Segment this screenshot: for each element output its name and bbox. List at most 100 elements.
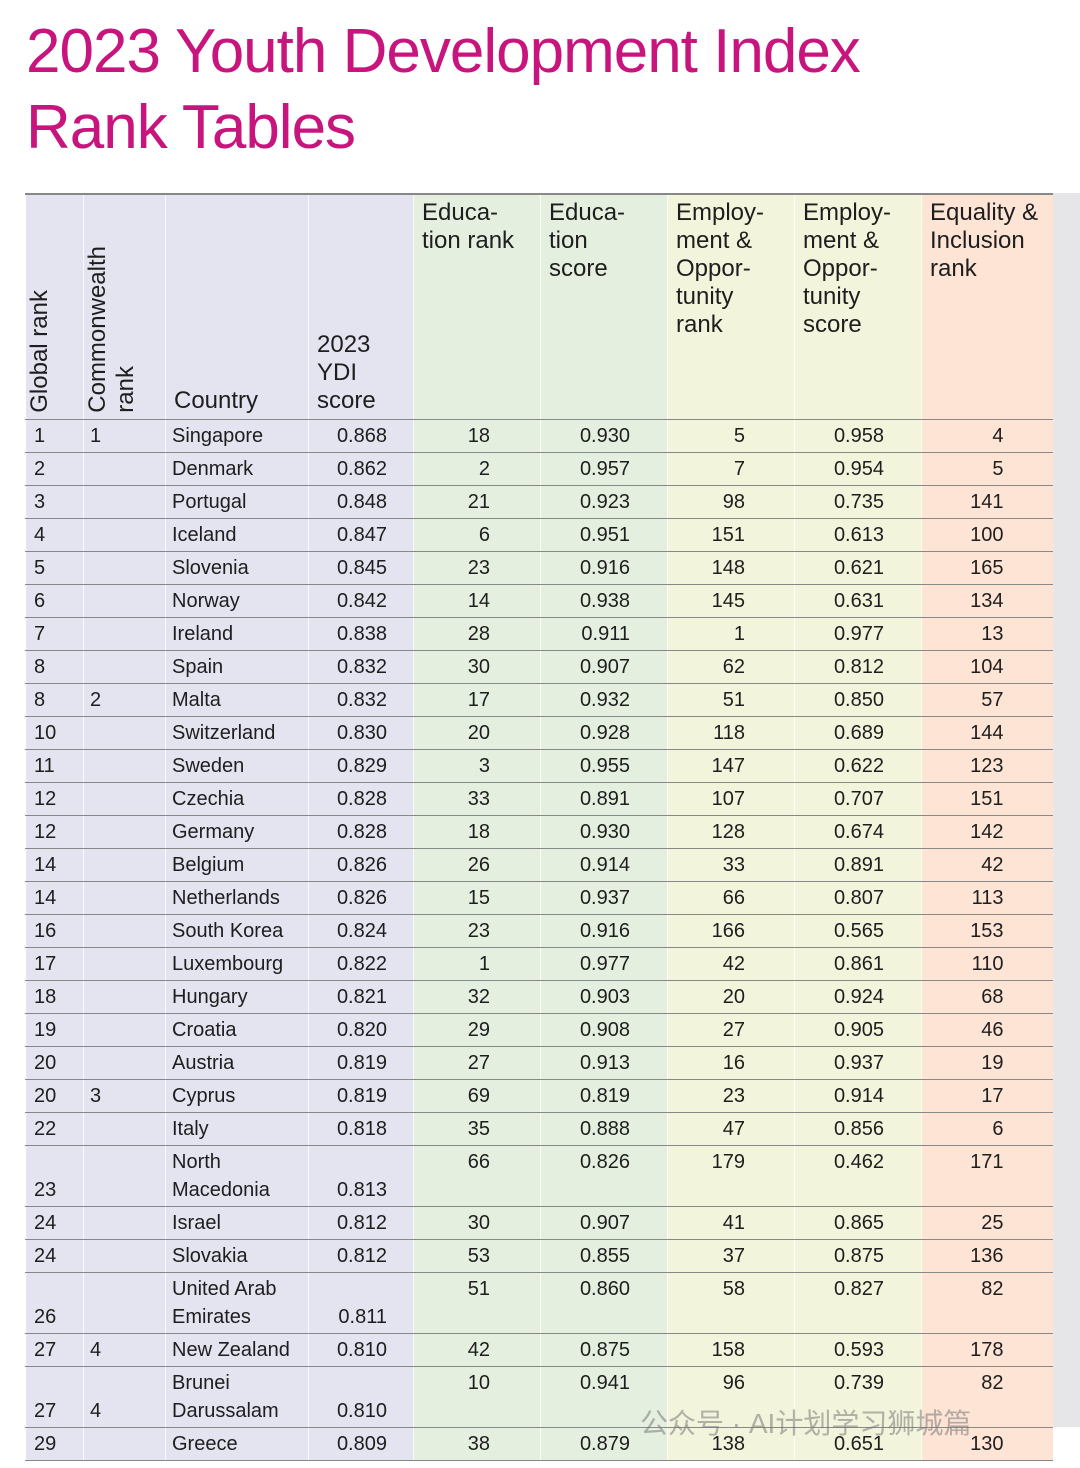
table-cell: 6 (921, 1112, 1053, 1146)
table-row: 3 Portugal 0.848 21 0.923 98 0.735 141 (25, 485, 1053, 519)
table-cell: 28 (413, 617, 541, 651)
table-row: 4 Iceland 0.847 6 0.951 151 0.613 100 (25, 518, 1053, 552)
table-cell: 165 (921, 551, 1053, 585)
table-cell: 42 (667, 947, 795, 981)
table-cell: 8 (25, 683, 84, 717)
table-cell (83, 584, 166, 618)
table-cell: 33 (413, 782, 541, 816)
table-cell: 0.930 (540, 419, 668, 453)
table-cell: Slovakia (165, 1239, 309, 1273)
table-row: 18 Hungary 0.821 32 0.903 20 0.924 68 (25, 980, 1053, 1014)
table-cell: 166 (667, 914, 795, 948)
table-cell: 0.908 (540, 1013, 668, 1047)
rank-table: Global rank Commonwealth rank Country 2023 … (25, 193, 1053, 1461)
table-cell: Sweden (165, 749, 309, 783)
table-cell: 4 (25, 518, 84, 552)
table-cell: 179 (667, 1145, 795, 1207)
table-cell: 148 (667, 551, 795, 585)
table-cell: 0.593 (794, 1333, 922, 1367)
table-row: 7 Ireland 0.838 28 0.911 1 0.977 13 (25, 617, 1053, 651)
table-cell: 6 (413, 518, 541, 552)
table-cell: 0.828 (308, 782, 414, 816)
table-cell: 14 (413, 584, 541, 618)
table-cell (83, 848, 166, 882)
table-cell: 23 (667, 1079, 795, 1113)
table-cell: 24 (25, 1239, 84, 1273)
table-cell: 2 (83, 683, 166, 717)
column-header: Equality & Inclusion rank (921, 194, 1053, 420)
table-cell: 0.957 (540, 452, 668, 486)
table-cell: 1 (413, 947, 541, 981)
table-cell: 41 (667, 1206, 795, 1240)
table-cell: 141 (921, 485, 1053, 519)
table-cell: 20 (25, 1079, 84, 1113)
table-row: 8 2 Malta 0.832 17 0.932 51 0.850 57 (25, 683, 1053, 717)
table-row: 27 4 Brunei Darussalam 0.810 10 0.941 96 0.739 8… (25, 1366, 1053, 1428)
table-row: 22 Italy 0.818 35 0.888 47 0.856 6 (25, 1112, 1053, 1146)
table-cell: Luxembourg (165, 947, 309, 981)
table-cell (83, 1239, 166, 1273)
table-cell: 5 (921, 452, 1053, 486)
table-cell: 12 (25, 815, 84, 849)
column-header: Employ- ment & Oppor- tunity rank (667, 194, 795, 420)
table-cell: New Zealand (165, 1333, 309, 1367)
table-cell: 0.958 (794, 419, 922, 453)
table-cell: 0.914 (540, 848, 668, 882)
title: 2023 Youth Development Index Rank Tables (26, 17, 861, 162)
table-cell (83, 947, 166, 981)
table-row: 24 Israel 0.812 30 0.907 41 0.865 25 (25, 1206, 1053, 1240)
table-cell (83, 1427, 166, 1461)
table-cell: 100 (921, 518, 1053, 552)
table-cell: 0.868 (308, 419, 414, 453)
table-cell: 0.951 (540, 518, 668, 552)
table-cell: 0.916 (540, 551, 668, 585)
table-cell: 18 (413, 419, 541, 453)
table-cell: 0.838 (308, 617, 414, 651)
table-cell: 0.905 (794, 1013, 922, 1047)
table-cell: 0.903 (540, 980, 668, 1014)
table-cell: Spain (165, 650, 309, 684)
table-body: 1 1 Singapore 0.868 18 0.930 5 0.958 4 2 Denmark 0.… (25, 419, 1053, 1461)
table-cell: 171 (921, 1145, 1053, 1207)
table-cell: 0.847 (308, 518, 414, 552)
table-cell (83, 980, 166, 1014)
table-cell: 96 (667, 1366, 795, 1428)
table-cell: 0.462 (794, 1145, 922, 1207)
table-row: 29 Greece 0.809 38 0.879 138 0.651 130 (25, 1427, 1053, 1461)
table-cell: 0.977 (794, 617, 922, 651)
side-strip (1052, 193, 1080, 1427)
table-cell: 0.819 (308, 1046, 414, 1080)
table-cell: 3 (25, 485, 84, 519)
table-cell: Brunei Darussalam (165, 1366, 309, 1428)
table-cell: 134 (921, 584, 1053, 618)
table-cell: 0.739 (794, 1366, 922, 1428)
table-row: 5 Slovenia 0.845 23 0.916 148 0.621 165 (25, 551, 1053, 585)
table-cell: 5 (667, 419, 795, 453)
table-cell: 128 (667, 815, 795, 849)
table-cell: 29 (25, 1427, 84, 1461)
table-cell: 66 (667, 881, 795, 915)
table-row: 11 Sweden 0.829 3 0.955 147 0.622 123 (25, 749, 1053, 783)
table-cell: 0.810 (308, 1366, 414, 1428)
table-cell: 66 (413, 1145, 541, 1207)
table-cell: 0.907 (540, 650, 668, 684)
table-cell: 0.821 (308, 980, 414, 1014)
table-cell: 1 (25, 419, 84, 453)
watermark: 公众号 · AI计划学习狮城篇 (640, 1408, 972, 1439)
table-cell: 51 (667, 683, 795, 717)
table-cell: 0.828 (308, 815, 414, 849)
table-cell: 0.565 (794, 914, 922, 948)
table-cell (83, 914, 166, 948)
table-cell: 27 (413, 1046, 541, 1080)
table-cell: 42 (413, 1333, 541, 1367)
table-cell (83, 749, 166, 783)
table-cell: South Korea (165, 914, 309, 948)
table-cell: 145 (667, 584, 795, 618)
table-cell: 17 (921, 1079, 1053, 1113)
table-cell: 104 (921, 650, 1053, 684)
table-cell: 0.810 (308, 1333, 414, 1367)
table-cell (83, 1046, 166, 1080)
table-cell: 51 (413, 1272, 541, 1334)
table-cell: 0.822 (308, 947, 414, 981)
table-cell: 0.954 (794, 452, 922, 486)
